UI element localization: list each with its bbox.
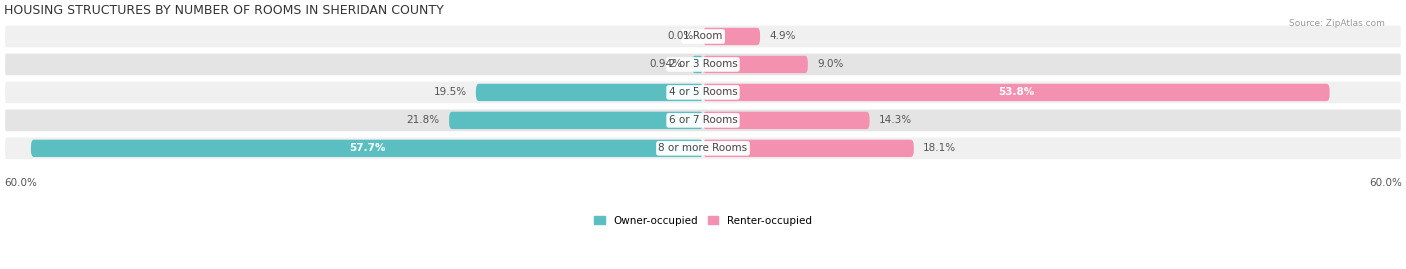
FancyBboxPatch shape <box>4 108 1402 132</box>
Text: 0.94%: 0.94% <box>650 59 683 69</box>
FancyBboxPatch shape <box>703 84 1330 101</box>
Text: 8 or more Rooms: 8 or more Rooms <box>658 143 748 153</box>
FancyBboxPatch shape <box>449 112 703 129</box>
Text: 18.1%: 18.1% <box>924 143 956 153</box>
Text: 21.8%: 21.8% <box>406 115 440 125</box>
FancyBboxPatch shape <box>4 24 1402 48</box>
FancyBboxPatch shape <box>703 28 761 45</box>
Text: 1 Room: 1 Room <box>683 31 723 41</box>
FancyBboxPatch shape <box>703 112 869 129</box>
FancyBboxPatch shape <box>4 136 1402 160</box>
Text: 0.0%: 0.0% <box>668 31 693 41</box>
FancyBboxPatch shape <box>4 80 1402 104</box>
Text: 60.0%: 60.0% <box>1369 178 1402 188</box>
FancyBboxPatch shape <box>475 84 703 101</box>
FancyBboxPatch shape <box>703 140 914 157</box>
Text: 9.0%: 9.0% <box>817 59 844 69</box>
FancyBboxPatch shape <box>31 140 703 157</box>
Text: 53.8%: 53.8% <box>998 87 1035 97</box>
Text: 19.5%: 19.5% <box>433 87 467 97</box>
Text: Source: ZipAtlas.com: Source: ZipAtlas.com <box>1289 19 1385 28</box>
FancyBboxPatch shape <box>4 52 1402 76</box>
Text: 4 or 5 Rooms: 4 or 5 Rooms <box>669 87 737 97</box>
Text: 60.0%: 60.0% <box>4 178 37 188</box>
Text: 6 or 7 Rooms: 6 or 7 Rooms <box>669 115 737 125</box>
Text: 14.3%: 14.3% <box>879 115 912 125</box>
FancyBboxPatch shape <box>703 56 808 73</box>
Legend: Owner-occupied, Renter-occupied: Owner-occupied, Renter-occupied <box>591 211 815 230</box>
FancyBboxPatch shape <box>692 56 703 73</box>
Text: HOUSING STRUCTURES BY NUMBER OF ROOMS IN SHERIDAN COUNTY: HOUSING STRUCTURES BY NUMBER OF ROOMS IN… <box>4 4 444 17</box>
Text: 2 or 3 Rooms: 2 or 3 Rooms <box>669 59 737 69</box>
Text: 57.7%: 57.7% <box>349 143 385 153</box>
Text: 4.9%: 4.9% <box>769 31 796 41</box>
